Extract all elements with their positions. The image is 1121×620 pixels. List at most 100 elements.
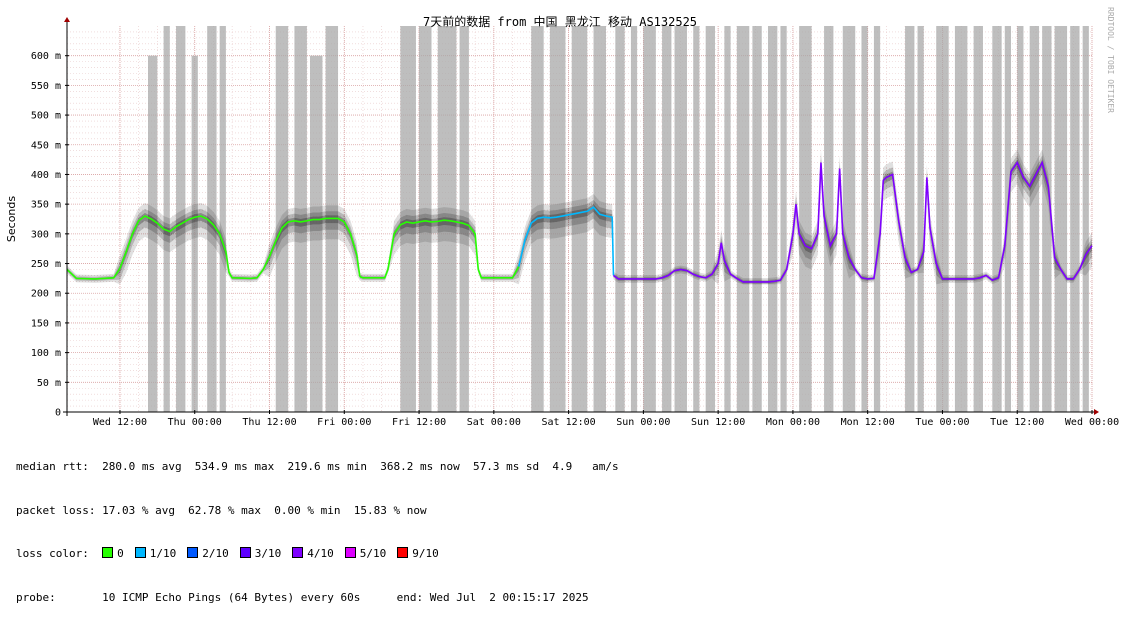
x-tick-label: Mon 00:00	[766, 417, 820, 428]
loss-bar	[905, 26, 915, 412]
loss-bar	[419, 26, 432, 412]
loss-bar	[437, 26, 457, 412]
loss-bar	[176, 26, 186, 412]
loss-bar	[780, 26, 787, 412]
y-tick-label: 400 m	[31, 170, 61, 181]
loss-bar	[148, 55, 158, 412]
loss-color-item: 4/10	[292, 547, 334, 560]
loss-bar	[400, 26, 416, 412]
loss-color-swatch	[187, 547, 199, 558]
loss-bar	[207, 26, 217, 412]
x-axis-ticks: Wed 12:00 Thu 00:00 Thu 12:00 Fri 00:00 Fri …	[93, 410, 1119, 428]
loss-bar	[674, 26, 687, 412]
median-segment	[66, 215, 361, 280]
y-tick-label: 0	[55, 408, 61, 419]
chart-title: 7天前的数据 from 中国 黑龙江 移动 AS132525	[423, 14, 697, 29]
loss-color-item: 3/10	[239, 547, 282, 560]
x-tick-label: Sun 00:00	[616, 417, 670, 428]
probe-info: probe: 10 ICMP Echo Pings (64 Bytes) eve…	[16, 590, 361, 604]
x-tick-label: Thu 00:00	[168, 417, 222, 428]
loss-bar	[1070, 26, 1080, 412]
x-tick-label: Fri 00:00	[317, 417, 371, 428]
loss-bar	[1054, 26, 1068, 412]
loss-bar	[917, 26, 924, 412]
y-tick-label: 300 m	[31, 229, 61, 240]
y-tick-label: 50 m	[37, 378, 61, 389]
median-segment	[359, 219, 520, 279]
loss-color-text: 2/10	[202, 547, 229, 560]
y-axis-arrow	[64, 17, 70, 22]
y-tick-label: 350 m	[31, 200, 61, 211]
loss-bars	[148, 26, 1089, 412]
loss-bar	[693, 26, 700, 412]
loss-color-swatch	[344, 547, 356, 558]
loss-bar	[643, 26, 656, 412]
loss-color-item: 0	[102, 547, 124, 560]
x-tick-label: Wed 00:00	[1065, 417, 1119, 428]
loss-color-label: loss color:	[16, 547, 89, 560]
loss-bar	[936, 26, 949, 412]
x-tick-label: Tue 12:00	[990, 417, 1044, 428]
rtt-smoke-band	[67, 149, 1092, 285]
loss-color-swatch	[292, 547, 304, 558]
loss-bar	[1029, 26, 1040, 412]
loss-bar	[724, 26, 731, 412]
loss-bar	[824, 26, 834, 412]
loss-bar	[992, 26, 1002, 412]
loss-bar	[163, 26, 170, 412]
median-segment	[517, 206, 615, 276]
y-tick-label: 200 m	[31, 289, 61, 300]
loss-color-text: 9/10	[412, 547, 439, 560]
loss-bar	[662, 26, 672, 412]
rtt-chart: 7天前的数据 from 中国 黑龙江 移动 AS132525 Seconds R…	[5, 7, 1119, 428]
x-tick-label: Tue 00:00	[915, 417, 969, 428]
loss-color-text: 4/10	[307, 547, 334, 560]
loss-bar	[219, 26, 226, 412]
loss-bar	[973, 26, 983, 412]
loss-color-text: 3/10	[254, 547, 282, 560]
x-tick-label: Sat 12:00	[542, 417, 596, 428]
x-tick-label: Wed 12:00	[93, 417, 147, 428]
loss-color-item: 2/10	[187, 547, 229, 560]
loss-bar	[954, 26, 968, 412]
loss-color-swatch	[102, 547, 114, 558]
y-tick-label: 250 m	[31, 259, 61, 270]
loss-bar	[752, 26, 762, 412]
loss-bar	[873, 26, 881, 412]
end-time: end: Wed Jul 2 00:15:17 2025	[396, 590, 589, 604]
y-tick-label: 150 m	[31, 318, 61, 329]
loss-color-text: 1/10	[149, 547, 177, 560]
smoke-band	[67, 155, 1092, 285]
probe-row: probe: 10 ICMP Echo Pings (64 Bytes) eve…	[16, 591, 619, 606]
x-tick-label: Mon 12:00	[841, 417, 895, 428]
x-tick-label: Thu 12:00	[242, 417, 296, 428]
median-rtt-stats: median rtt: 280.0 ms avg 534.9 ms max 21…	[16, 460, 619, 473]
median-rtt-line	[66, 160, 1093, 283]
loss-color-item: 1/10	[134, 547, 177, 560]
loss-color-item: 9/10	[397, 547, 439, 560]
y-tick-label: 550 m	[31, 81, 61, 92]
loss-bar	[310, 55, 323, 412]
y-tick-label: 600 m	[31, 51, 61, 62]
loss-color-swatch	[239, 547, 251, 558]
legend: median rtt: 280.0 ms avg 534.9 ms max 21…	[16, 431, 619, 620]
loss-color-swatch	[134, 547, 146, 558]
loss-bar	[861, 26, 868, 412]
loss-color-item: 5/10	[344, 547, 387, 560]
x-tick-label: Fri 12:00	[392, 417, 446, 428]
loss-bar	[1042, 26, 1052, 412]
loss-bar	[799, 26, 812, 412]
loss-bar	[767, 26, 778, 412]
loss-color-legend: loss color: 0 1/10 2/10 3/10 4/10 5/10 9/10	[16, 547, 619, 562]
loss-bar	[1082, 26, 1089, 412]
x-axis-arrow	[1094, 409, 1099, 415]
loss-bar	[571, 26, 588, 412]
loss-color-swatch	[397, 547, 409, 558]
packet-loss-stats: packet loss: 17.03 % avg 62.78 % max 0.0…	[16, 503, 427, 517]
loss-bar	[705, 26, 716, 412]
x-tick-label: Sun 12:00	[691, 417, 745, 428]
rrdtool-watermark: RRDTOOL / TOBI OETIKER	[1106, 7, 1115, 113]
y-axis-ticks: 0 50 m 100 m 150 m 200 m 250 m 300 m 350 m 400 m…	[31, 51, 69, 419]
loss-bar	[459, 26, 469, 412]
loss-color-text: 5/10	[359, 547, 387, 560]
